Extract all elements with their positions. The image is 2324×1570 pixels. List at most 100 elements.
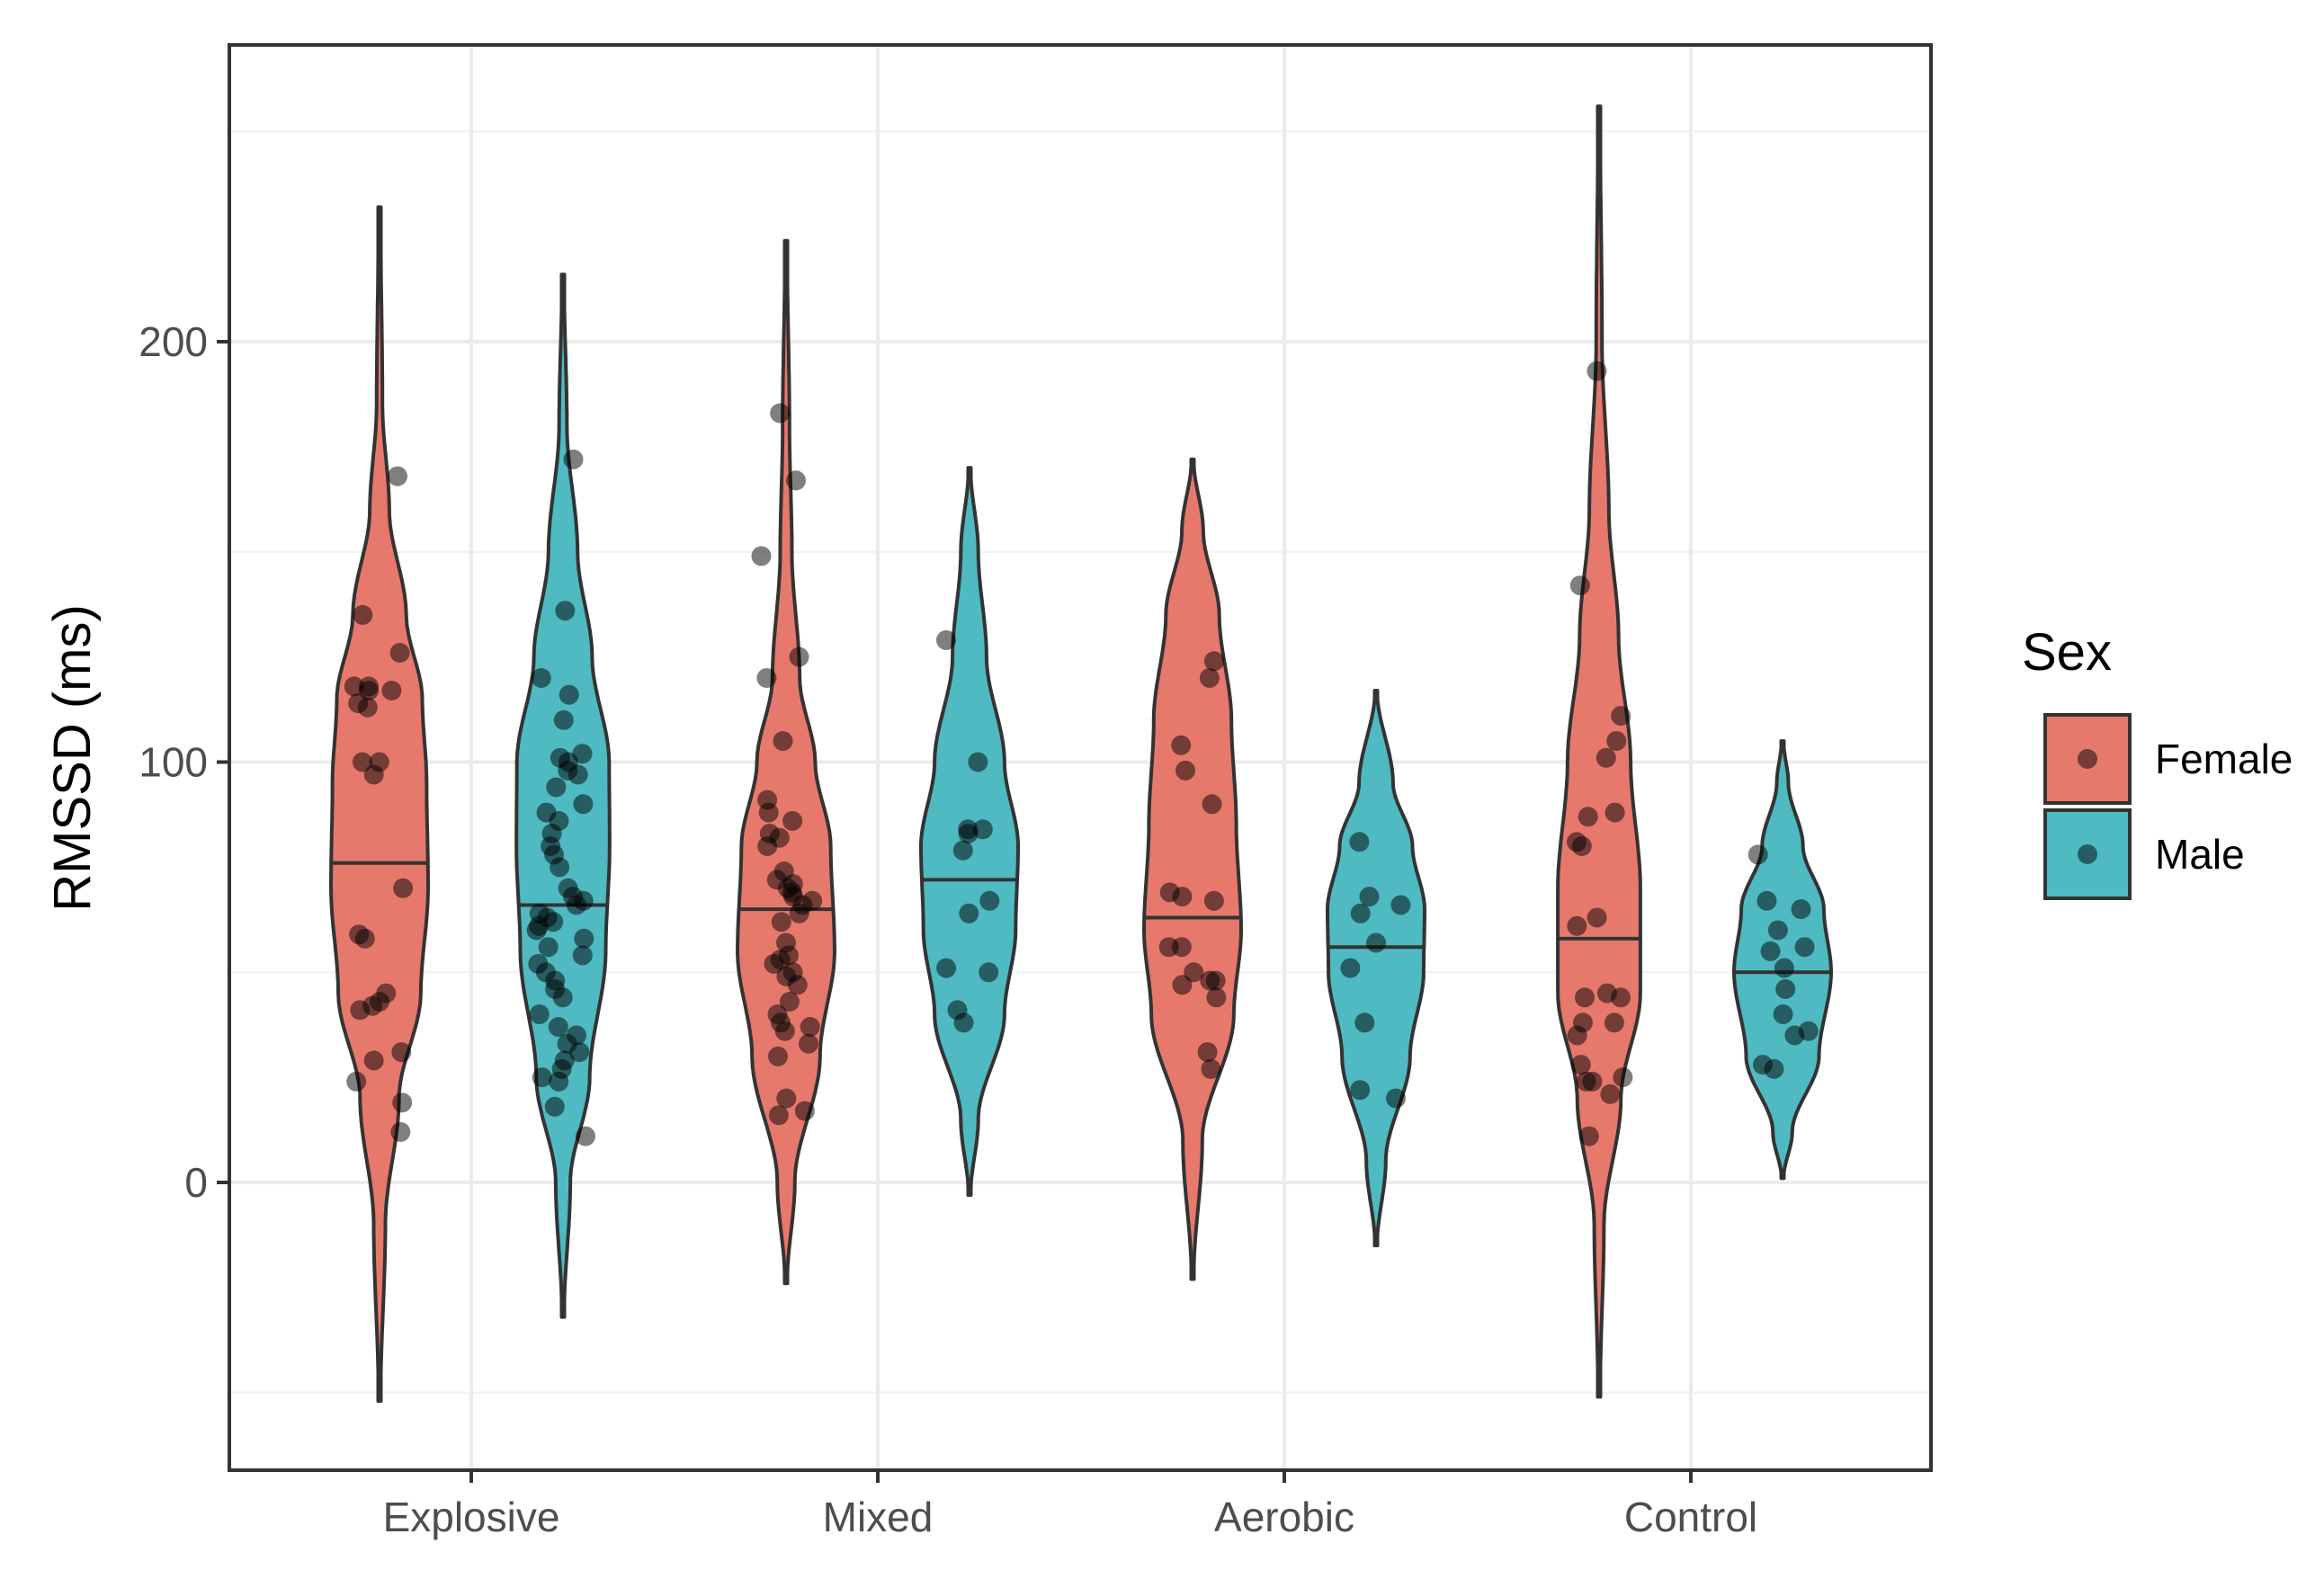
data-point <box>773 861 794 881</box>
data-point <box>390 1121 411 1142</box>
data-point <box>771 912 791 932</box>
data-point <box>349 924 370 945</box>
data-point <box>979 962 999 983</box>
data-point <box>389 643 410 663</box>
data-point <box>559 684 579 705</box>
data-point <box>376 983 397 1004</box>
data-point <box>1340 958 1361 978</box>
data-point <box>1600 1084 1621 1104</box>
data-point <box>1171 735 1192 755</box>
data-point <box>1604 1012 1624 1033</box>
data-point <box>794 1101 815 1121</box>
data-point <box>1587 361 1607 381</box>
data-point <box>1172 975 1193 995</box>
data-point <box>1774 958 1794 978</box>
jitter-points <box>344 361 1819 1146</box>
data-point <box>391 1042 412 1063</box>
data-point <box>767 1004 788 1024</box>
data-point <box>1570 1055 1591 1075</box>
data-point <box>393 878 414 898</box>
data-point <box>1798 1021 1819 1041</box>
data-point <box>1203 890 1224 911</box>
legend: Sex Female Male <box>2022 623 2293 900</box>
data-point <box>952 840 973 861</box>
data-point <box>1350 903 1371 923</box>
data-point <box>1747 844 1768 865</box>
data-point <box>392 1093 413 1113</box>
data-point <box>1569 575 1590 596</box>
data-point <box>548 1017 568 1037</box>
data-point <box>776 932 796 953</box>
data-point <box>768 1105 789 1126</box>
data-point <box>344 676 364 697</box>
data-point <box>544 1096 565 1117</box>
data-point <box>573 794 594 815</box>
data-point <box>1596 983 1617 1004</box>
data-point <box>756 668 777 688</box>
data-point <box>1201 1058 1221 1079</box>
data-point <box>1202 794 1222 815</box>
data-point <box>353 752 372 772</box>
data-point <box>1596 747 1616 768</box>
data-point <box>1760 941 1781 961</box>
x-tick-label: Mixed <box>823 1494 934 1540</box>
y-tick-label: 100 <box>139 739 208 786</box>
data-point <box>782 962 803 983</box>
data-point <box>536 802 557 823</box>
data-point <box>567 1025 586 1046</box>
data-point <box>1613 1067 1633 1088</box>
data-point <box>1572 1012 1593 1033</box>
x-tick-label: Explosive <box>383 1494 560 1540</box>
data-point <box>1359 887 1380 907</box>
data-point <box>1773 1004 1793 1024</box>
data-point <box>936 629 956 650</box>
y-axis-title: RMSSD (ms) <box>43 604 102 912</box>
data-point <box>1567 915 1587 936</box>
data-point <box>1390 895 1411 915</box>
data-point <box>958 819 979 840</box>
data-point <box>1350 1080 1371 1101</box>
legend-key-point <box>2078 844 2097 864</box>
data-point <box>1197 1042 1218 1063</box>
data-point <box>936 958 957 978</box>
data-point <box>550 747 570 768</box>
data-point <box>1767 920 1788 941</box>
data-point <box>532 1067 552 1088</box>
y-tick-label: 0 <box>184 1159 208 1206</box>
data-point <box>1349 832 1370 852</box>
data-point <box>1206 987 1227 1008</box>
data-point <box>1175 760 1195 781</box>
data-point <box>972 819 993 840</box>
data-point <box>1366 932 1386 953</box>
legend-key-point <box>2078 749 2097 769</box>
legend-key-female <box>2043 713 2132 805</box>
data-point <box>359 676 379 697</box>
y-tick-label: 200 <box>139 318 208 365</box>
data-point <box>1159 882 1180 903</box>
data-point <box>1576 1071 1596 1092</box>
legend-title: Sex <box>2022 623 2112 682</box>
data-point <box>529 1004 550 1024</box>
data-point <box>528 953 549 974</box>
data-point <box>802 890 823 911</box>
data-point <box>768 1046 788 1066</box>
data-point <box>1567 832 1587 852</box>
data-point <box>800 1017 820 1037</box>
data-point <box>1184 962 1204 983</box>
data-point <box>1587 907 1607 928</box>
data-point <box>558 878 578 898</box>
data-point <box>757 789 778 810</box>
data-point <box>572 945 593 966</box>
data-point <box>555 601 576 621</box>
data-point <box>576 1126 595 1146</box>
data-point <box>1200 970 1220 991</box>
data-point <box>529 903 550 923</box>
data-point <box>751 546 772 566</box>
data-point <box>947 1000 968 1021</box>
data-point <box>369 752 389 772</box>
data-point <box>553 709 574 730</box>
data-point <box>1791 899 1811 920</box>
data-point <box>353 604 373 625</box>
data-point <box>782 811 803 831</box>
